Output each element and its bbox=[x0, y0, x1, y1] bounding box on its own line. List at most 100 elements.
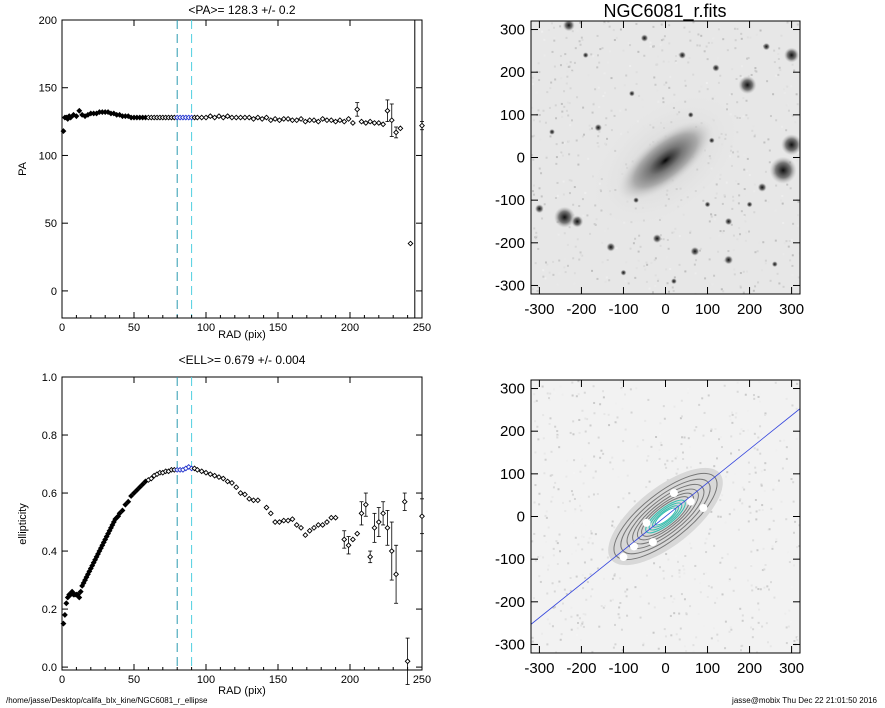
noise-pixel bbox=[607, 413, 610, 416]
noise-pixel bbox=[574, 508, 577, 511]
noise-pixel bbox=[741, 502, 744, 505]
noise-pixel bbox=[665, 466, 668, 469]
noise-pixel bbox=[660, 23, 663, 26]
y-tick-label: 0.0 bbox=[42, 662, 57, 674]
noise-pixel bbox=[671, 575, 674, 578]
noise-pixel bbox=[558, 259, 561, 262]
noise-pixel bbox=[745, 231, 748, 234]
noise-pixel bbox=[586, 581, 589, 584]
noise-pixel bbox=[770, 581, 773, 584]
noise-pixel bbox=[592, 101, 595, 104]
data-point bbox=[136, 484, 143, 491]
noise-pixel bbox=[547, 28, 550, 31]
noise-pixel bbox=[726, 49, 729, 52]
contour-axes: -300 -200 -100 0 100 200 300 -300 -200 -100 0 100 20… bbox=[495, 380, 804, 677]
noise-pixel bbox=[605, 276, 608, 279]
noise-pixel bbox=[534, 484, 537, 487]
noise-pixel bbox=[728, 630, 731, 633]
noise-pixel bbox=[739, 607, 742, 610]
noise-pixel bbox=[535, 238, 538, 241]
noise-pixel bbox=[772, 488, 775, 491]
noise-pixel bbox=[740, 37, 743, 40]
noise-pixel bbox=[552, 547, 555, 550]
noise-pixel bbox=[736, 27, 739, 30]
noise-pixel bbox=[734, 566, 737, 569]
noise-pixel bbox=[594, 533, 597, 536]
noise-pixel bbox=[761, 504, 764, 507]
noise-pixel bbox=[598, 130, 601, 133]
noise-pixel bbox=[759, 392, 762, 395]
noise-pixel bbox=[654, 274, 657, 277]
noise-pixel bbox=[679, 417, 682, 420]
noise-pixel bbox=[782, 285, 785, 288]
noise-pixel bbox=[745, 99, 748, 102]
data-point bbox=[73, 113, 80, 120]
noise-pixel bbox=[763, 468, 766, 471]
noise-pixel bbox=[658, 566, 661, 569]
noise-pixel bbox=[548, 397, 551, 400]
noise-pixel bbox=[673, 405, 676, 408]
noise-pixel bbox=[721, 494, 724, 497]
data-point bbox=[233, 114, 240, 121]
noise-pixel bbox=[539, 580, 542, 583]
noise-pixel bbox=[624, 393, 627, 396]
noise-pixel bbox=[634, 237, 637, 240]
noise-pixel bbox=[733, 27, 736, 30]
image-y-tick-label: -100 bbox=[495, 192, 525, 209]
noise-pixel bbox=[558, 533, 561, 536]
data-point bbox=[319, 115, 326, 122]
noise-pixel bbox=[785, 240, 788, 243]
noise-pixel bbox=[796, 638, 799, 641]
noise-pixel bbox=[780, 34, 783, 37]
noise-pixel bbox=[552, 260, 555, 263]
noise-pixel bbox=[731, 207, 734, 210]
noise-pixel bbox=[560, 633, 563, 636]
noise-pixel bbox=[708, 283, 711, 286]
noise-pixel bbox=[788, 561, 791, 564]
noise-pixel bbox=[743, 168, 746, 171]
noise-pixel bbox=[625, 595, 628, 598]
noise-pixel bbox=[601, 47, 604, 50]
noise-pixel bbox=[706, 595, 709, 598]
noise-pixel bbox=[755, 651, 758, 653]
data-point bbox=[216, 474, 222, 481]
noise-pixel bbox=[792, 500, 795, 503]
noise-pixel bbox=[727, 250, 730, 253]
noise-pixel bbox=[603, 604, 606, 607]
noise-pixel bbox=[563, 232, 566, 235]
noise-pixel bbox=[538, 575, 541, 578]
noise-pixel bbox=[659, 43, 662, 46]
noise-pixel bbox=[546, 643, 549, 646]
y-tick-label: 200 bbox=[39, 15, 57, 27]
noise-pixel bbox=[629, 44, 632, 47]
data-point bbox=[250, 115, 257, 122]
noise-pixel bbox=[571, 493, 574, 496]
noise-pixel bbox=[563, 105, 566, 108]
noise-pixel bbox=[564, 401, 567, 404]
noise-pixel bbox=[704, 542, 707, 545]
noise-pixel bbox=[671, 231, 674, 234]
data-point bbox=[362, 120, 369, 126]
noise-pixel bbox=[708, 220, 711, 223]
ellipticity-profile-plot: <ELL>= 0.679 +/- 0.004 0 50 100 150 200 250 0.… bbox=[17, 353, 431, 697]
noise-pixel bbox=[553, 26, 556, 29]
noise-pixel bbox=[789, 620, 792, 623]
noise-pixel bbox=[602, 606, 605, 609]
noise-pixel bbox=[590, 53, 593, 56]
noise-pixel bbox=[761, 569, 764, 572]
noise-pixel bbox=[730, 435, 733, 438]
star bbox=[724, 255, 734, 265]
ell-plot-frame bbox=[61, 376, 423, 671]
noise-pixel bbox=[589, 595, 592, 598]
noise-pixel bbox=[751, 616, 754, 619]
field-stars bbox=[534, 21, 800, 285]
noise-pixel bbox=[563, 142, 566, 145]
noise-pixel bbox=[688, 542, 691, 545]
noise-pixel bbox=[781, 194, 784, 197]
data-point bbox=[293, 117, 300, 124]
data-point bbox=[207, 113, 214, 120]
data-point bbox=[254, 497, 261, 504]
noise-pixel bbox=[736, 238, 739, 241]
noise-pixel bbox=[653, 606, 656, 609]
data-point bbox=[185, 463, 192, 470]
